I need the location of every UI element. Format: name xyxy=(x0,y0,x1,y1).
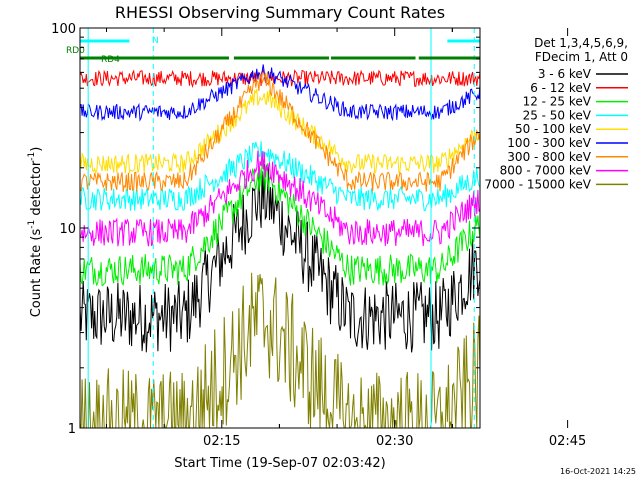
flag-label-rd0: RD0 xyxy=(66,46,85,56)
legend-header-line-1: Det 1,3,4,5,6,9, xyxy=(534,36,628,50)
legend-entry-label-0: 3 - 6 keV xyxy=(538,67,592,81)
series-line-4 xyxy=(80,88,480,175)
y-tick-label: 10 xyxy=(59,222,76,237)
y-axis-label-sup-1: -1 xyxy=(27,220,37,229)
x-tick-label: 02:15 xyxy=(203,434,240,449)
series-line-3 xyxy=(80,141,480,212)
legend: Det 1,3,4,5,6,9, FDecim 1, Att 0 3 - 6 k… xyxy=(484,36,628,191)
x-tick-label: 02:30 xyxy=(376,434,413,449)
legend-entry-label-8: 7000 - 15000 keV xyxy=(484,177,591,191)
series-line-6 xyxy=(80,72,480,192)
series-line-2 xyxy=(80,161,480,287)
series-layer xyxy=(80,64,480,428)
legend-entry-label-3: 25 - 50 keV xyxy=(523,108,592,122)
y-axis: 1 10 100 xyxy=(51,22,480,437)
flag-bars: N RD0 RD4 xyxy=(66,36,480,65)
y-axis-label: Count Rate (s-1 detector-1) xyxy=(27,147,44,318)
y-axis-label-main: Count Rate (s xyxy=(29,229,44,318)
legend-header-line-2: FDecim 1, Att 0 xyxy=(535,50,628,64)
legend-entry-label-6: 300 - 800 keV xyxy=(507,150,591,164)
series-line-1 xyxy=(80,69,480,89)
legend-entry-label-1: 6 - 12 keV xyxy=(530,81,592,95)
x-axis-label: Start Time (19-Sep-07 02:03:42) xyxy=(174,456,385,471)
flag-label-rd4: RD4 xyxy=(101,55,120,65)
series-line-5 xyxy=(80,64,480,122)
chart-title: RHESSI Observing Summary Count Rates xyxy=(115,3,445,22)
series-line-0 xyxy=(80,163,480,353)
y-axis-label-end: ) xyxy=(29,147,44,152)
y-tick-label: 100 xyxy=(51,22,76,37)
x-tick-label: 02:45 xyxy=(549,434,586,449)
legend-entry-label-7: 800 - 7000 keV xyxy=(500,164,592,178)
y-tick-label: 1 xyxy=(68,422,76,437)
series-line-7 xyxy=(80,150,480,247)
legend-entry-label-5: 100 - 300 keV xyxy=(507,136,591,150)
y-axis-label-sup-2: -1 xyxy=(27,152,37,161)
generation-timestamp: 16-Oct-2021 14:25 xyxy=(560,467,636,476)
legend-entry-label-4: 50 - 100 keV xyxy=(515,122,592,136)
legend-entry-label-2: 12 - 25 keV xyxy=(523,95,592,109)
flag-label-n: N xyxy=(152,36,159,46)
y-axis-label-mid: detector xyxy=(29,160,44,220)
